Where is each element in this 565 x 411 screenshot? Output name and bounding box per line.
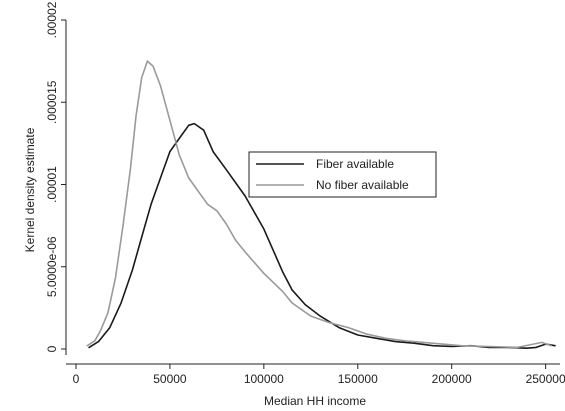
legend-box xyxy=(248,151,437,198)
legend: Fiber available No fiber available xyxy=(248,151,437,198)
x-tick-label: 250000 xyxy=(526,372,565,386)
legend-label-no-fiber: No fiber available xyxy=(316,178,409,192)
x-tick-label: 50000 xyxy=(153,372,187,386)
series-line-no-fiber xyxy=(86,60,552,349)
y-tick-label: .00001 xyxy=(45,166,59,203)
y-tick-label: .00002 xyxy=(45,1,59,38)
x-axis-title: Median HH income xyxy=(264,394,366,408)
y-tick-label: 0 xyxy=(45,345,59,352)
x-axis-ticks: 0 50000 100000 150000 200000 250000 xyxy=(73,364,565,386)
x-tick-label: 0 xyxy=(73,372,80,386)
y-tick-label: .000015 xyxy=(45,80,59,124)
y-axis-title: Kernel density estimate xyxy=(23,127,37,252)
y-tick-label: 5.0000e-06 xyxy=(45,236,59,297)
series-lines xyxy=(86,60,556,349)
x-tick-label: 150000 xyxy=(338,372,378,386)
x-tick-label: 200000 xyxy=(432,372,472,386)
legend-label-fiber: Fiber available xyxy=(316,157,394,171)
x-tick-label: 100000 xyxy=(244,372,284,386)
y-axis-ticks: 0 5.0000e-06 .00001 .000015 .00002 xyxy=(45,1,66,352)
